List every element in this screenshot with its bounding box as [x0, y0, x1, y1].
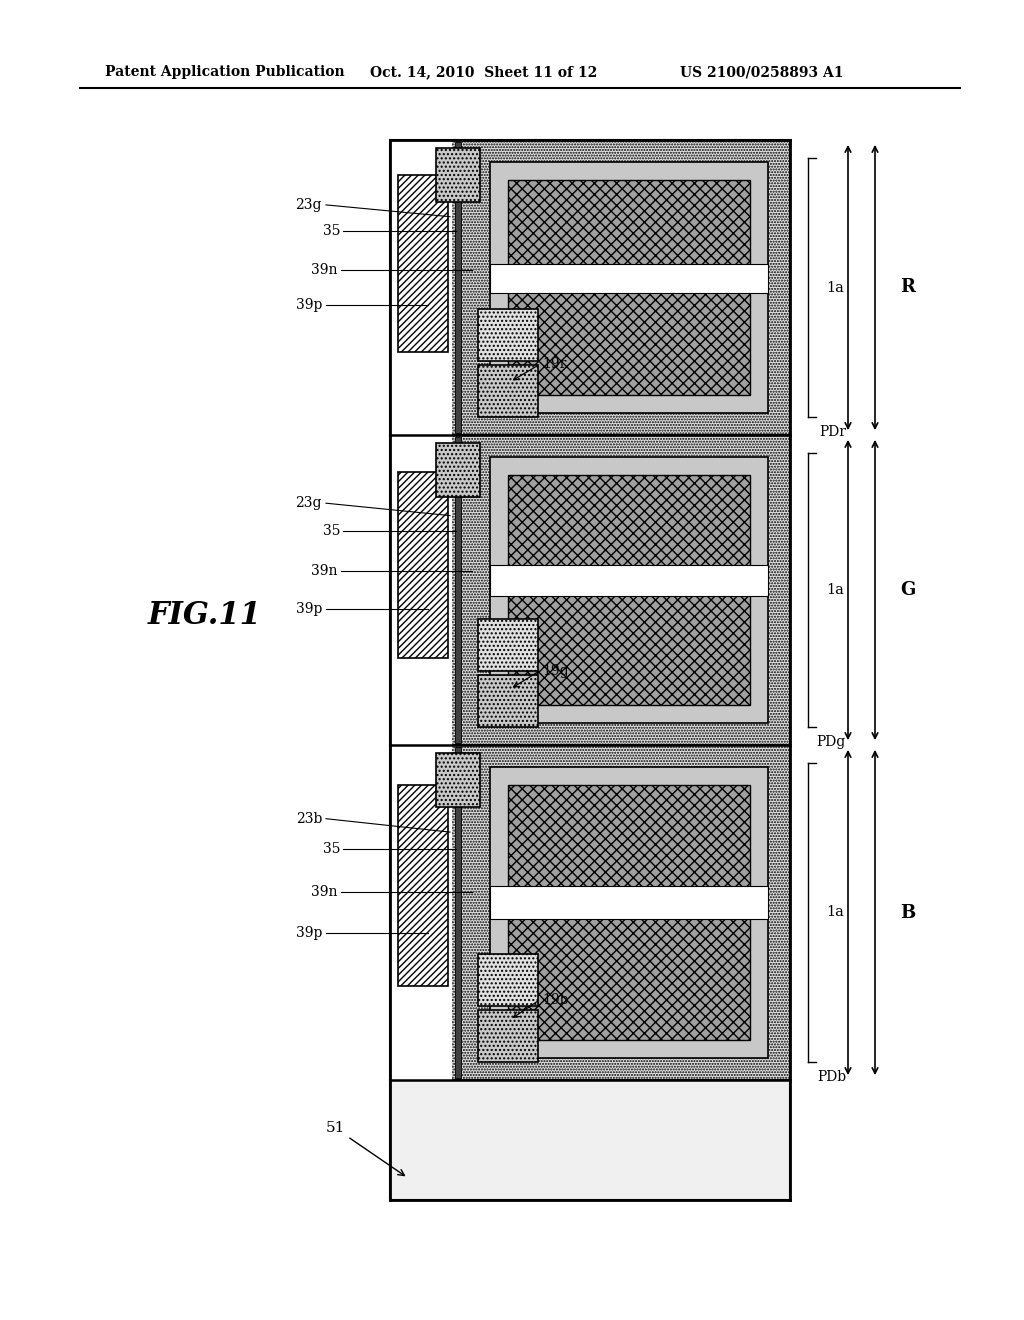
Text: PDr: PDr	[819, 425, 846, 440]
Bar	[390, 140, 452, 436]
Bar	[390, 744, 790, 1080]
Bar	[398, 176, 449, 352]
Bar	[390, 1080, 790, 1200]
Bar	[478, 1010, 538, 1063]
Bar	[436, 752, 480, 807]
Bar	[490, 162, 768, 413]
Text: 39p: 39p	[296, 602, 322, 615]
Bar	[455, 437, 461, 743]
Text: 35: 35	[323, 224, 340, 239]
Bar	[398, 785, 449, 986]
Text: 19b: 19b	[542, 993, 568, 1007]
Text: 39n: 39n	[311, 886, 338, 899]
Text: Oct. 14, 2010  Sheet 11 of 12: Oct. 14, 2010 Sheet 11 of 12	[370, 65, 597, 79]
Bar	[398, 473, 449, 659]
Bar	[478, 675, 538, 727]
Text: FIG.11: FIG.11	[148, 599, 262, 631]
Bar	[478, 309, 538, 360]
Text: 19r: 19r	[542, 358, 566, 371]
Bar	[490, 264, 768, 293]
Text: 39p: 39p	[296, 298, 322, 313]
Bar	[390, 436, 452, 744]
Text: 39p: 39p	[296, 925, 322, 940]
Bar	[455, 747, 461, 1078]
Bar	[455, 143, 461, 433]
Bar	[478, 366, 538, 417]
Bar	[390, 140, 790, 436]
Text: US 2100/0258893 A1: US 2100/0258893 A1	[680, 65, 844, 79]
Bar	[436, 444, 480, 498]
Text: 35: 35	[323, 524, 340, 539]
Bar	[478, 619, 538, 671]
Text: PDb: PDb	[817, 1071, 846, 1084]
Text: 23g: 23g	[296, 198, 322, 213]
Bar	[390, 436, 790, 744]
Text: 23b: 23b	[296, 812, 322, 826]
Text: G: G	[900, 581, 915, 599]
Bar	[490, 886, 768, 919]
Text: Patent Application Publication: Patent Application Publication	[105, 65, 345, 79]
Text: 51: 51	[326, 1121, 404, 1176]
Bar	[436, 148, 480, 202]
Text: 1a: 1a	[826, 906, 844, 920]
Text: 1a: 1a	[826, 583, 844, 597]
Bar	[478, 954, 538, 1006]
Text: PDg: PDg	[817, 735, 846, 748]
Text: 39n: 39n	[311, 263, 338, 277]
Bar	[490, 767, 768, 1059]
Bar	[508, 785, 750, 1040]
Text: 1a: 1a	[826, 281, 844, 294]
Text: R: R	[900, 279, 915, 297]
Text: 35: 35	[323, 842, 340, 855]
Text: 23g: 23g	[296, 496, 322, 511]
Text: 19g: 19g	[542, 664, 568, 677]
Bar	[508, 180, 750, 395]
Text: 39n: 39n	[311, 565, 338, 578]
Bar	[490, 457, 768, 723]
Bar	[490, 565, 768, 597]
Bar	[508, 475, 750, 705]
Bar	[390, 744, 452, 1080]
Text: B: B	[900, 903, 915, 921]
